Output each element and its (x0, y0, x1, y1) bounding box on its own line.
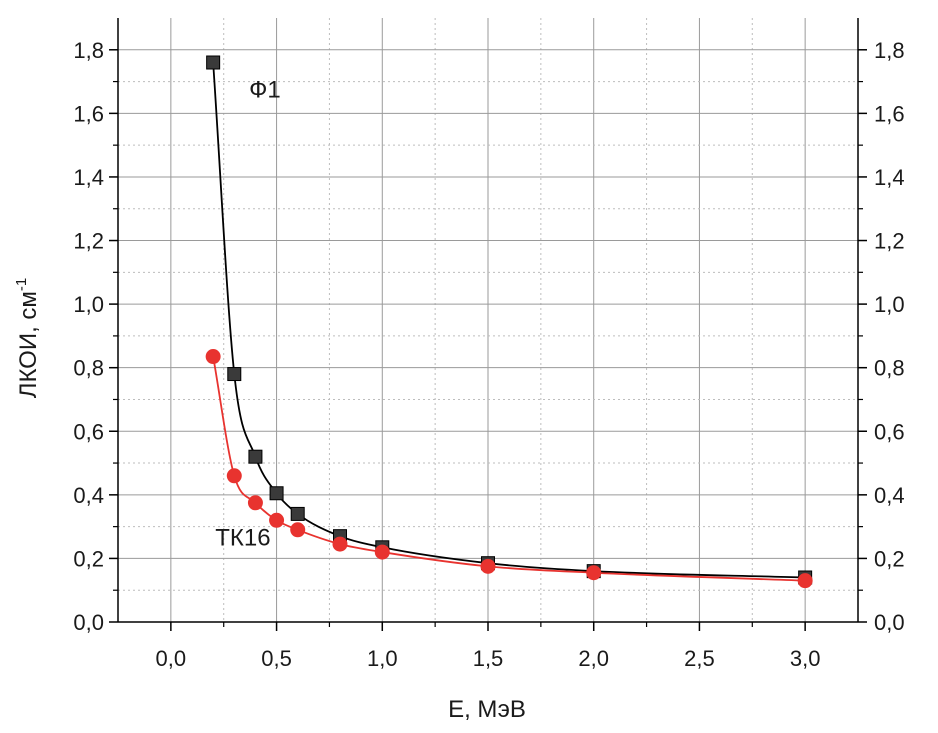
y-tick-label-right: 0,8 (874, 356, 905, 381)
series-tk16 (205, 349, 813, 589)
x-axis-title: E, МэВ (448, 696, 526, 723)
data-point-square (206, 55, 221, 70)
data-point-square (269, 486, 284, 501)
data-point-circle (374, 544, 390, 560)
data-point-circle (290, 522, 306, 538)
y-tick-label-left: 0,8 (73, 356, 104, 381)
data-point-square (227, 367, 242, 382)
y-tick-label-left: 0,2 (73, 546, 104, 571)
x-tick-label: 2,5 (684, 646, 715, 671)
tick-labels: 0,0 0,5 1,0 1,5 2,0 2,5 3,0 0,0 0,0 0,2 0,2 0,4 0,4 0… (73, 38, 904, 671)
y-tick-label-right: 0,0 (874, 610, 905, 635)
data-point-square (248, 449, 263, 464)
x-tick-label: 1,5 (473, 646, 504, 671)
x-tick-label: 1,0 (367, 646, 398, 671)
series-f1 (206, 55, 813, 585)
y-tick-label-right: 0,6 (874, 419, 905, 444)
data-point-circle (797, 573, 813, 589)
data-point-circle (586, 565, 602, 581)
y-tick-label-right: 0,4 (874, 483, 905, 508)
data-point-circle (205, 349, 221, 365)
data-point-square (290, 506, 305, 521)
y-tick-label-left: 1,2 (73, 229, 104, 254)
axes (109, 18, 867, 631)
y-axis-title-main: ЛКОИ, см (15, 291, 42, 398)
x-tick-label: 0,0 (156, 646, 187, 671)
data-point-circle (226, 468, 242, 484)
x-tick-label: 3,0 (790, 646, 821, 671)
y-tick-label-left: 0,4 (73, 483, 104, 508)
y-tick-label-left: 1,0 (73, 292, 104, 317)
x-tick-label: 0,5 (261, 646, 292, 671)
y-tick-label-right: 0,2 (874, 546, 905, 571)
grid (118, 18, 858, 622)
y-tick-label-right: 1,6 (874, 101, 905, 126)
data-point-circle (247, 495, 263, 511)
x-tick-label: 2,0 (578, 646, 609, 671)
y-tick-label-right: 1,2 (874, 229, 905, 254)
y-tick-label-left: 0,6 (73, 419, 104, 444)
data-point-circle (480, 558, 496, 574)
data-point-circle (332, 536, 348, 552)
series-line (212, 62, 806, 579)
y-tick-label-left: 1,6 (73, 101, 104, 126)
annotation-f1: Ф1 (249, 76, 281, 103)
y-tick-label-right: 1,4 (874, 165, 905, 190)
series-line (212, 356, 806, 582)
annotations: Ф1 ТК16 (215, 76, 280, 551)
y-tick-label-left: 0,0 (73, 610, 104, 635)
annotation-tk16: ТК16 (215, 525, 270, 552)
y-tick-label-left: 1,8 (73, 38, 104, 63)
y-tick-label-left: 1,4 (73, 165, 104, 190)
y-tick-label-right: 1,0 (874, 292, 905, 317)
y-axis-title-superscript: -1 (13, 278, 30, 291)
series (205, 55, 813, 589)
data-point-circle (269, 512, 285, 528)
y-tick-label-right: 1,8 (874, 38, 905, 63)
y-axis-title: ЛКОИ, см-1 (13, 278, 42, 399)
